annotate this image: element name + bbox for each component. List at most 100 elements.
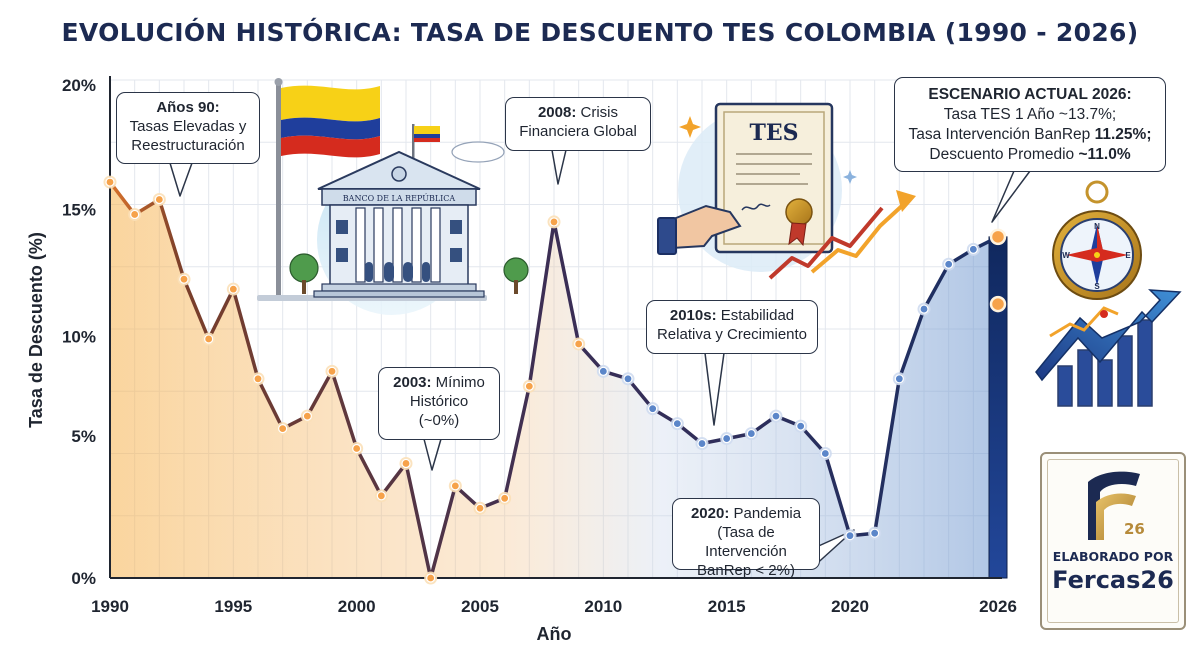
annotation-point [989,228,1007,246]
data-point [352,443,362,454]
callout-2026-title: ESCENARIO ACTUAL 2026: [928,86,1132,103]
growth-arrow-illustration [1035,289,1182,407]
data-point [697,438,707,449]
brand-box-border [1047,459,1179,623]
data-point [598,366,608,376]
area-fill [110,182,998,578]
data-point [302,411,312,421]
data-point [870,528,880,538]
compass-letter: S [1094,282,1100,291]
callout-2003-line2: Histórico [409,393,469,410]
callout-pointer [423,438,442,471]
callout-2008-title: 2008: [537,104,577,121]
data-point [105,177,115,187]
callout-pointer [991,170,1031,223]
callout-2026-line4-value: ~11.0% [1078,146,1131,163]
brand-logo: 26 [1088,471,1145,540]
data-point [450,481,460,491]
callout-2026-line3: Tasa Intervención BanRep [908,126,1095,143]
x-tick-label: 1990 [91,597,129,616]
x-tick-label: 2005 [461,597,499,616]
data-point [672,419,682,429]
data-point [574,339,584,349]
x-tick-label: 2015 [708,597,746,616]
x-tick-label: 1995 [214,597,252,616]
y-tick-label: 20% [62,76,96,95]
data-point [401,458,411,469]
data-point [771,411,781,421]
data-point [919,304,929,314]
data-point [648,404,658,414]
brand-name: Fercas26 [1052,566,1174,594]
data-point [204,334,214,344]
x-tick-label: 2000 [338,597,376,616]
bank-sign: BANCO DE LA REPÚBLICA [343,194,456,203]
data-point [426,573,436,583]
colombia-flag [281,85,380,158]
tick-labels: 1990 1995 2000 2005 2010 2015 2020 2026 0% 5% 10% 1… [26,76,1017,644]
callout-2026-line4: Descuento Promedio [929,146,1079,163]
callout-1990s-line2: Tasas Elevadas y [129,118,247,135]
y-tick-label: 0% [71,569,96,588]
bank-illustration: BANCO DE LA REPÚBLICA [257,78,529,315]
callout-2026-line2: Tasa TES 1 Año ~13.7%; [943,106,1117,123]
callout-2003-text: Mínimo [431,374,485,391]
chart-title: EVOLUCIÓN HISTÓRICA: TASA DE DESCUENTO T… [61,18,1139,47]
tes-certificate-illustration: TES [657,102,916,280]
y-tick-label: 10% [62,327,96,346]
data-point [253,374,263,384]
data-point [845,531,855,541]
callout-2010s-line2: Relativa y Crecimiento [656,326,808,343]
callout-2026-line3-value: 11.25%; [1094,126,1152,143]
x-axis-label: Año [537,624,572,644]
callout-2020-title: 2020: [690,505,730,522]
data-point [549,217,559,227]
data-point [968,244,978,254]
compass-illustration: N E S W [1052,180,1142,300]
data-point [376,491,386,501]
callout-2020: 2020: Pandemia (Tasa de Intervención Ban… [672,498,820,579]
callout-2003-title: 2003: [393,374,432,391]
compass-letter: E [1125,251,1131,260]
callout-2003-line3: (~0%) [418,412,460,429]
data-point [796,421,806,431]
compass-letter: W [1062,251,1070,260]
brand-made-by: ELABORADO POR [1052,549,1174,564]
data-point [944,259,954,269]
data-point [500,493,510,503]
annotation-point [989,295,1007,313]
callout-2003: 2003: Mínimo Histórico (~0%) [378,367,500,440]
y-axis-label: Tasa de Descuento (%) [26,232,46,428]
data-point [327,366,337,376]
callout-2020-line2: (Tasa de Intervención [705,524,787,560]
callout-2010s-title: 2010s: [669,307,717,324]
callout-1990s-title: Años 90: [156,99,220,116]
callout-2008-line2: Financiera Global [519,123,637,140]
x-tick-label: 2010 [584,597,622,616]
data-point [278,424,288,434]
data-point [524,381,534,391]
callout-2020-text: Pandemia [729,505,802,522]
tes-label: TES [749,120,798,146]
brand-logo-number: 26 [1124,520,1145,538]
data-point [130,209,140,220]
data-point [722,433,732,444]
callout-pointer [551,149,567,185]
callout-2026: ESCENARIO ACTUAL 2026: Tasa TES 1 Año ~1… [894,77,1166,172]
callout-2020-line3: BanRep < 2%) [697,562,795,579]
bar-2026 [988,236,1008,579]
series-points [103,175,1007,585]
callout-pointer [704,352,725,426]
callout-1990s: Años 90: Tasas Elevadas y Reestructuraci… [116,92,260,164]
y-tick-label: 5% [71,427,96,446]
compass-letter: N [1094,222,1100,231]
callout-2008-text: Crisis [576,104,619,121]
callout-pointer [169,162,193,197]
data-point [228,284,238,294]
data-point [623,374,633,384]
data-point [894,374,904,384]
data-point [820,448,830,459]
x-tick-label: 2020 [831,597,869,616]
data-point [475,503,485,513]
